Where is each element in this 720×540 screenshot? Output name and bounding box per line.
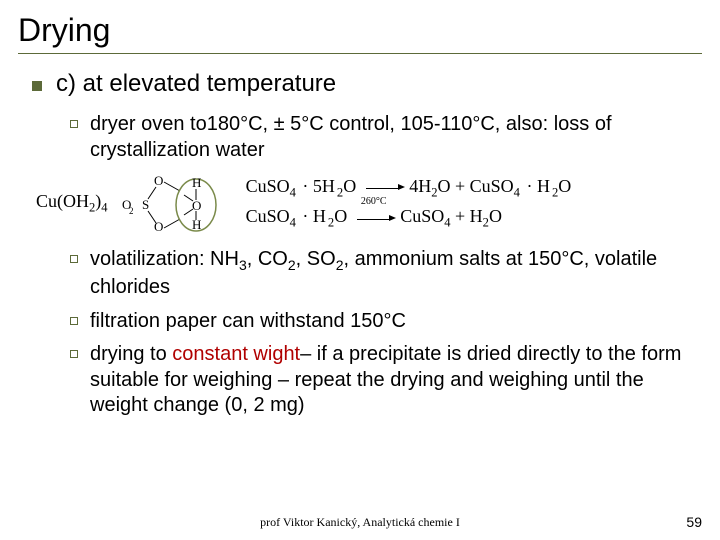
svg-text:H: H — [192, 217, 201, 232]
sub-item-2: volatilization: NH3, CO2, SO2, ammonium … — [90, 247, 702, 301]
svg-text:S: S — [142, 197, 149, 212]
level1-text: c) at elevated temperature — [56, 70, 336, 98]
svg-text:O: O — [192, 198, 201, 213]
hollow-square-icon — [70, 317, 78, 325]
hollow-square-icon — [70, 350, 78, 358]
list-item: dryer oven to180°C, ± 5°C control, 105-1… — [70, 112, 702, 163]
equation-2: CuSO4 · H2O 260°C CuSO4 + H2O — [246, 206, 572, 231]
list-item: volatilization: NH3, CO2, SO2, ammonium … — [70, 247, 702, 301]
slide-title: Drying — [18, 12, 702, 49]
structure-formula: Cu(OH2)4 O O 2 S O H O H — [36, 173, 222, 233]
sub-bullet-list-2: volatilization: NH3, CO2, SO2, ammonium … — [70, 247, 702, 419]
page-number: 59 — [686, 514, 702, 530]
svg-text:2: 2 — [129, 206, 134, 216]
svg-text:O: O — [154, 219, 163, 233]
footer-author: prof Viktor Kanický, Analytická chemie I — [0, 515, 720, 530]
list-item: drying to constant wight– if a precipita… — [70, 342, 702, 419]
svg-text:H: H — [192, 175, 201, 190]
cuoh-label: Cu(OH2)4 — [36, 191, 108, 216]
list-item: filtration paper can withstand 150°C — [70, 309, 702, 335]
sub-item-3: filtration paper can withstand 150°C — [90, 309, 406, 335]
sub-item-1: dryer oven to180°C, ± 5°C control, 105-1… — [90, 112, 702, 163]
arrow-icon: 260°C — [352, 208, 396, 229]
square-bullet-icon — [32, 81, 42, 91]
hollow-square-icon — [70, 120, 78, 128]
equation-1: CuSO4 · 5H2O 4H2O + CuSO4 · H2O — [246, 176, 572, 201]
sulfate-structure-icon: O O 2 S O H O H — [114, 173, 222, 233]
hollow-square-icon — [70, 255, 78, 263]
title-rule: Drying — [18, 12, 702, 54]
highlight-text: constant wight — [172, 343, 300, 365]
chemistry-figures: Cu(OH2)4 O O 2 S O H O H CuSO4 · 5H2O — [36, 173, 702, 233]
level1-bullet: c) at elevated temperature — [32, 70, 702, 98]
sub-bullet-list: dryer oven to180°C, ± 5°C control, 105-1… — [70, 112, 702, 163]
svg-text:O: O — [154, 173, 163, 188]
reaction-equations: CuSO4 · 5H2O 4H2O + CuSO4 · H2O CuSO4 · … — [246, 176, 572, 231]
sub-item-4: drying to constant wight– if a precipita… — [90, 342, 702, 419]
